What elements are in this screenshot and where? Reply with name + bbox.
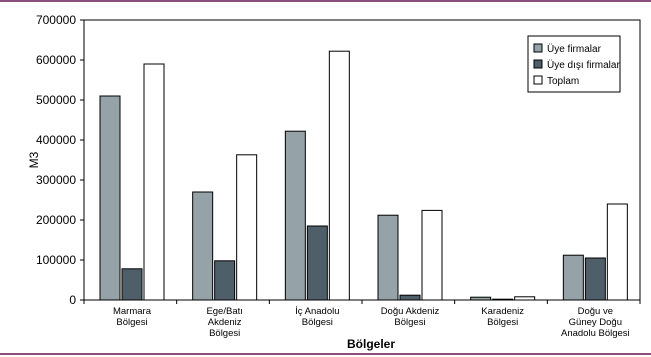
x-tick-label: Ege/Batı Akdeniz Bölgesi <box>206 306 242 339</box>
bar-toplam <box>421 209 443 301</box>
legend-label: Toplam <box>547 76 579 87</box>
legend-label: Üye dışı firmalar <box>547 59 620 71</box>
bar-uye <box>562 254 584 301</box>
bar-toplam <box>328 50 350 301</box>
y-tick-label: 600000 <box>36 53 76 67</box>
y-tick-label: 400000 <box>36 133 76 147</box>
bar-uye <box>470 296 492 301</box>
legend-swatch <box>533 59 543 69</box>
legend-box <box>527 35 621 93</box>
bar-uye <box>192 191 214 301</box>
bar-uye <box>99 95 121 301</box>
y-tick-label: 0 <box>69 293 76 307</box>
bar-uye-disi <box>399 294 421 301</box>
bars <box>99 50 628 301</box>
bar-uye <box>284 130 306 301</box>
y-tick-label: 100000 <box>36 253 76 267</box>
legend-label: Üye firmalar <box>547 43 602 55</box>
bar-toplam <box>606 203 628 301</box>
legend: Üye firmalar Üye dışı firmalar Toplam <box>527 35 621 93</box>
bar-uye-disi <box>492 298 514 301</box>
x-axis-title: Bölgeler <box>347 337 395 351</box>
y-tick-label: 200000 <box>36 213 76 227</box>
bar-uye-disi <box>214 260 236 301</box>
x-axis: Marmara Bölgesi Ege/Batı Akdeniz Bölgesi İç A… <box>83 300 641 339</box>
bar-toplam <box>514 296 536 301</box>
bar-uye <box>377 214 399 301</box>
legend-swatch <box>533 75 543 85</box>
bar-uye-disi <box>121 268 143 301</box>
bar-uye-disi <box>584 257 606 301</box>
x-tick-label: İç Anadolu Bölgesi <box>295 306 339 328</box>
bar-uye-disi <box>306 225 328 301</box>
y-tick-label: 300000 <box>36 173 76 187</box>
bar-toplam <box>143 63 165 301</box>
legend-swatch <box>533 43 543 53</box>
y-axis-title: M3 <box>27 151 41 168</box>
bar-toplam <box>236 154 258 301</box>
y-tick-label: 500000 <box>36 93 76 107</box>
x-tick-label: Karadeniz Bölgesi <box>481 306 524 328</box>
x-tick-label: Doğu Akdeniz Bölgesi <box>381 306 440 328</box>
y-tick-label: 700000 <box>36 13 76 27</box>
x-tick-label: Marmara Bölgesi <box>113 306 152 328</box>
x-tick-label: Doğu ve Güney Doğu Anadolu Bölgesi <box>561 306 630 339</box>
